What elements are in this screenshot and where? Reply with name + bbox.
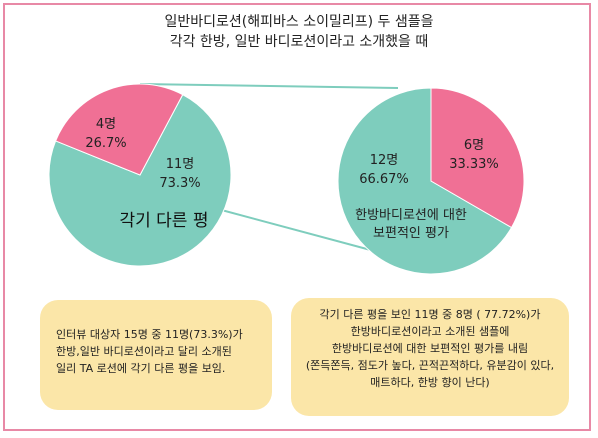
note-left-line-1: 인터뷰 대상자 15명 중 11명(73.3%)가 [56,328,243,341]
pie-left-slice-pink [54,83,184,176]
pie-left-label-pink-count: 4명 [96,117,116,132]
note-right-line-2: 한방바디로션이라고 소개된 샘플에 [350,325,510,338]
note-right: 각기 다른 평을 보인 11명 중 8명 ( 77.72%)가 한방바디로션이라… [291,298,569,416]
pie-left: 4명 26.7% 11명 73.3% 각기 다른 평 [48,83,232,267]
title-line-2: 각각 한방, 일반 바디로션이라고 소개했을 때 [169,34,429,50]
page-border [3,3,591,431]
pie-right-label-pink-count: 6명 [464,138,484,153]
note-right-line-1: 각기 다른 평을 보인 11명 중 8명 ( 77.72%)가 [319,308,541,321]
pie-left-label-pink-percent: 26.7% [85,136,126,151]
title-line-1: 일반바디로션(해피바스 소이밀리프) 두 샘플을 [164,14,434,30]
pie-left-label-teal-count: 11명 [166,157,195,172]
pie-right-slice-pink [430,87,525,229]
note-right-line-3: 한방바디로션에 대한 보편적인 평가를 내림 [331,342,529,355]
pie-right-slice-teal [337,87,513,275]
note-right-line-4: (쫀득쫀득, 점도가 높다, 끈적끈적하다, 유분감이 있다, [305,359,555,372]
connector-line-top [139,83,399,89]
pie-right-annotation-line-1: 한방바디로션에 대한 [355,208,467,223]
note-right-line-5: 매트하다, 한방 향이 난다) [370,376,490,389]
pie-left-annotation: 각기 다른 평 [119,211,208,231]
note-left-line-3: 일리 TA 로션에 각기 다른 평을 보임. [56,362,226,375]
pie-left-slice-teal [48,93,232,267]
pie-right-label-teal-count: 12명 [370,153,399,168]
pie-right-label-pink-percent: 33.33% [449,157,499,172]
pie-right: 6명 33.33% 12명 66.67% 한방바디로션에 대한 보편적인 평가 [337,87,525,275]
note-left: 인터뷰 대상자 15명 중 11명(73.3%)가 한방,일반 바디로션이라고 … [40,300,272,410]
note-left-line-2: 한방,일반 바디로션이라고 달리 소개된 [56,345,232,358]
pie-right-annotation-line-2: 보편적인 평가 [373,226,449,241]
pie-left-label-teal-percent: 73.3% [159,176,200,191]
pie-right-label-teal-percent: 66.67% [359,172,409,187]
connector-line-bottom [213,207,379,253]
page-title: 일반바디로션(해피바스 소이밀리프) 두 샘플을 각각 한방, 일반 바디로션이… [0,12,598,52]
